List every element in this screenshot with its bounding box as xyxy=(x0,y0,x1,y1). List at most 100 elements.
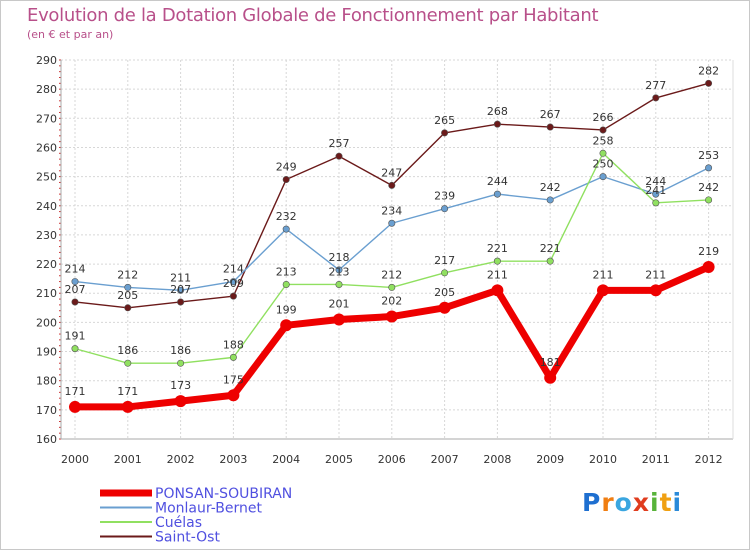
data-label-saint-ost: 265 xyxy=(434,114,455,127)
data-label-monlaur-bernet: 214 xyxy=(65,263,86,276)
legend-label-cu-las: Cuélas xyxy=(155,515,202,531)
y-tick-label: 220 xyxy=(36,258,57,271)
data-label-ponsan-soubiran: 202 xyxy=(381,295,402,308)
data-point-monlaur-bernet xyxy=(177,286,185,294)
data-point-cu-las xyxy=(388,283,396,291)
data-point-ponsan-soubiran xyxy=(333,313,345,326)
data-label-monlaur-bernet: 212 xyxy=(117,268,138,281)
y-tick-label: 260 xyxy=(36,141,57,154)
data-label-saint-ost: 207 xyxy=(65,283,86,296)
x-tick-label: 2001 xyxy=(114,453,142,466)
data-label-cu-las: 258 xyxy=(593,134,614,147)
data-label-saint-ost: 209 xyxy=(223,277,244,290)
data-label-cu-las: 212 xyxy=(381,268,402,281)
data-label-cu-las: 221 xyxy=(487,242,508,255)
data-point-cu-las xyxy=(229,353,237,361)
data-label-monlaur-bernet: 242 xyxy=(540,181,561,194)
data-point-monlaur-bernet xyxy=(546,196,554,204)
data-label-cu-las: 242 xyxy=(698,181,719,194)
y-tick-label: 180 xyxy=(36,375,57,388)
data-point-saint-ost xyxy=(71,298,79,306)
data-label-monlaur-bernet: 250 xyxy=(593,158,614,171)
data-point-ponsan-soubiran xyxy=(491,284,504,297)
data-point-monlaur-bernet xyxy=(71,278,79,286)
y-tick-label: 270 xyxy=(36,112,57,125)
data-label-monlaur-bernet: 218 xyxy=(329,251,350,264)
data-point-ponsan-soubiran xyxy=(438,301,451,314)
data-point-monlaur-bernet xyxy=(282,225,290,233)
data-label-saint-ost: 205 xyxy=(117,289,138,302)
chart-title: Evolution de la Dotation Globale de Fonc… xyxy=(27,5,599,26)
data-label-saint-ost: 266 xyxy=(593,111,614,124)
data-label-ponsan-soubiran: 219 xyxy=(698,245,719,258)
data-point-cu-las xyxy=(124,359,132,367)
x-tick-label: 2000 xyxy=(61,453,89,466)
data-label-ponsan-soubiran: 175 xyxy=(223,373,244,386)
data-label-monlaur-bernet: 244 xyxy=(487,175,508,188)
data-labels: 207 205 207 209 249 257 247 265 268 267 266 277 282 2… xyxy=(65,64,720,398)
data-label-saint-ost: 247 xyxy=(381,166,402,179)
y-tick-label: 200 xyxy=(36,316,57,329)
data-label-cu-las: 221 xyxy=(540,242,561,255)
y-tick-label: 170 xyxy=(36,404,57,417)
data-point-saint-ost xyxy=(441,129,449,137)
data-point-saint-ost xyxy=(177,298,185,306)
data-point-ponsan-soubiran xyxy=(227,389,240,402)
logo-letter: i xyxy=(672,488,683,517)
data-point-monlaur-bernet xyxy=(493,190,501,198)
data-point-ponsan-soubiran xyxy=(280,319,293,332)
axes: 160 170 180 190 200 210 220 230 240 250 260 270 280 2… xyxy=(36,54,734,466)
proxiti-logo: Proxiti xyxy=(582,488,682,517)
logo-letter: r xyxy=(601,488,615,517)
data-label-cu-las: 241 xyxy=(645,184,666,197)
data-label-saint-ost: 249 xyxy=(276,161,297,174)
plot-area xyxy=(61,60,733,439)
x-tick-label: 2011 xyxy=(642,453,670,466)
legend: PONSAN-SOUBIRANMonlaur-BernetCuélasSaint… xyxy=(100,486,292,546)
data-point-monlaur-bernet xyxy=(229,278,237,286)
data-point-monlaur-bernet xyxy=(124,283,132,291)
data-point-saint-ost xyxy=(335,152,343,160)
data-label-cu-las: 186 xyxy=(170,344,191,357)
data-label-ponsan-soubiran: 171 xyxy=(65,385,86,398)
x-tick-label: 2007 xyxy=(431,453,459,466)
y-tick-label: 230 xyxy=(36,229,57,242)
y-tick-label: 280 xyxy=(36,83,57,96)
logo-letter: o xyxy=(614,488,633,517)
data-label-ponsan-soubiran: 173 xyxy=(170,379,191,392)
data-point-monlaur-bernet xyxy=(705,164,713,172)
data-point-ponsan-soubiran xyxy=(174,395,187,408)
logo-letter: x xyxy=(632,488,650,517)
logo-letter: P xyxy=(582,488,602,517)
data-point-cu-las xyxy=(441,269,449,277)
data-label-monlaur-bernet: 244 xyxy=(645,175,666,188)
data-point-cu-las xyxy=(599,149,607,157)
data-label-cu-las: 191 xyxy=(65,330,86,343)
y-tick-label: 190 xyxy=(36,346,57,359)
data-label-cu-las: 188 xyxy=(223,338,244,351)
data-label-cu-las: 217 xyxy=(434,254,455,267)
data-label-saint-ost: 257 xyxy=(329,137,350,150)
data-label-ponsan-soubiran: 211 xyxy=(487,268,508,281)
data-label-monlaur-bernet: 239 xyxy=(434,190,455,203)
data-point-monlaur-bernet xyxy=(599,173,607,181)
x-tick-label: 2005 xyxy=(325,453,353,466)
x-tick-label: 2009 xyxy=(536,453,564,466)
data-point-cu-las xyxy=(705,196,713,204)
data-point-saint-ost xyxy=(705,79,713,87)
data-label-cu-las: 186 xyxy=(117,344,138,357)
data-label-cu-las: 213 xyxy=(329,265,350,278)
data-point-ponsan-soubiran xyxy=(121,400,134,413)
x-tick-label: 2002 xyxy=(167,453,195,466)
data-label-monlaur-bernet: 211 xyxy=(170,271,191,284)
grid-lines xyxy=(61,59,733,440)
data-point-cu-las xyxy=(546,257,554,265)
legend-label-monlaur-bernet: Monlaur-Bernet xyxy=(155,501,262,517)
data-label-ponsan-soubiran: 201 xyxy=(329,297,350,310)
data-label-ponsan-soubiran: 211 xyxy=(645,268,666,281)
y-tick-label: 210 xyxy=(36,287,57,300)
data-point-cu-las xyxy=(71,345,79,353)
data-label-cu-las: 213 xyxy=(276,265,297,278)
legend-label-ponsan-soubiran: PONSAN-SOUBIRAN xyxy=(155,486,292,502)
data-point-cu-las xyxy=(335,280,343,288)
